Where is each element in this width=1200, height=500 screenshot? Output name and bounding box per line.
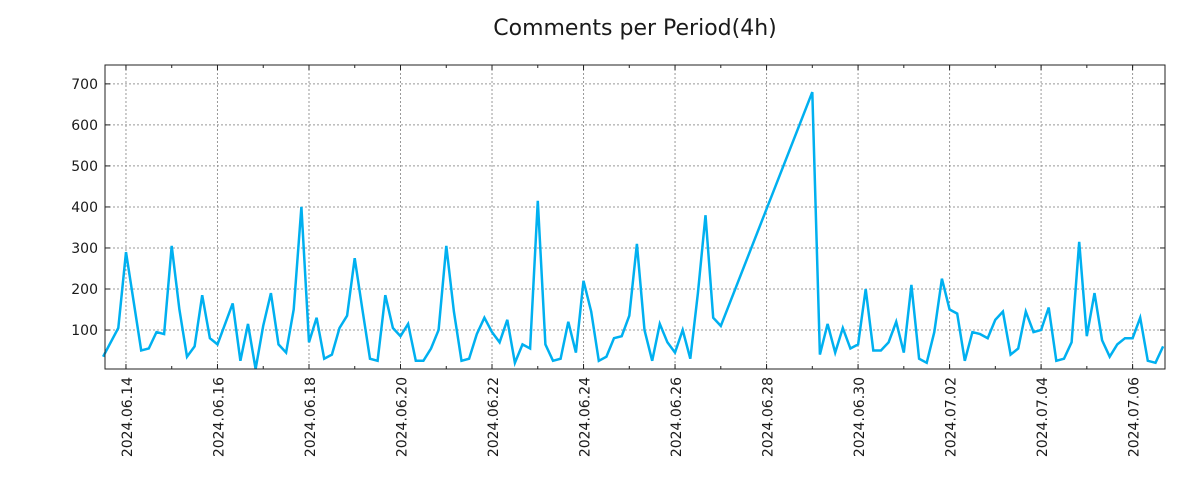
y-tick-label: 600 [71,118,98,134]
chart-title: Comments per Period(4h) [493,16,777,41]
x-tick-label: 2024.06.30 [852,377,868,457]
y-tick-label: 400 [71,200,98,216]
x-tick-label: 2024.06.14 [120,377,136,457]
x-tick-label: 2024.06.28 [761,377,777,457]
x-tick-label: 2024.07.02 [944,377,960,457]
y-tick-label: 200 [71,282,98,298]
x-tick-label: 2024.07.04 [1035,377,1051,457]
x-tick-label: 2024.06.24 [578,377,594,457]
x-tick-label: 2024.06.22 [486,377,502,457]
x-tick-label: 2024.06.26 [669,377,685,457]
series-line [101,91,1165,370]
x-tick-label: 2024.07.06 [1127,377,1143,457]
y-tick-label: 300 [71,241,98,257]
x-tick-label: 2024.06.20 [395,377,411,457]
x-tick-label: 2024.06.16 [211,377,227,457]
x-tick-label: 2024.06.18 [303,377,319,457]
y-tick-label: 500 [71,159,98,175]
y-tick-label: 100 [71,323,98,339]
plot-frame [104,64,1166,370]
y-tick-label: 700 [71,77,98,93]
